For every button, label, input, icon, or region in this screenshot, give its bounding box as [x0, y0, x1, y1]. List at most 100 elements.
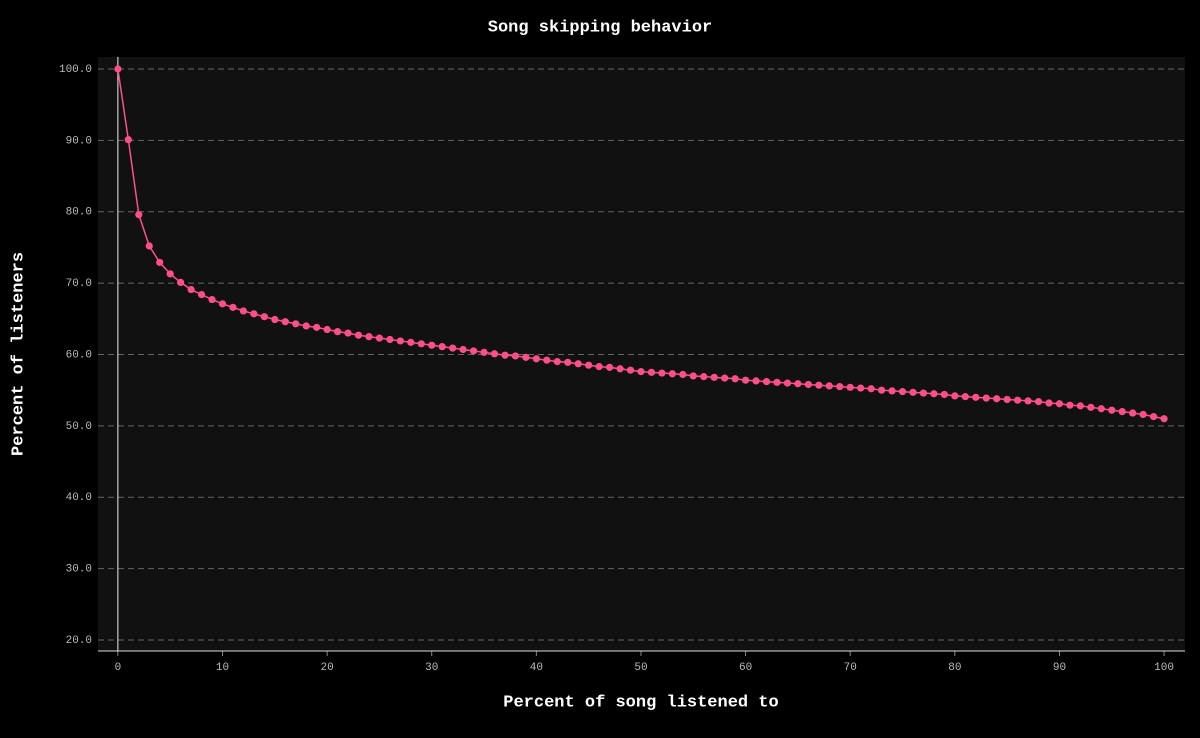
point	[490, 350, 499, 358]
point	[741, 376, 750, 384]
x-tick-label: 0	[115, 662, 122, 674]
point	[857, 384, 865, 392]
point	[1045, 399, 1053, 407]
point	[972, 393, 980, 401]
point	[825, 382, 833, 390]
point	[888, 387, 896, 395]
point	[459, 345, 467, 354]
point	[752, 377, 760, 385]
point	[846, 383, 854, 391]
point	[532, 355, 540, 363]
point	[647, 368, 656, 376]
point	[1055, 400, 1064, 408]
y-tick-label: 50.0	[66, 421, 92, 433]
point	[930, 390, 938, 398]
point	[313, 323, 321, 331]
point	[124, 136, 132, 144]
point	[993, 395, 1001, 403]
point	[187, 285, 195, 294]
point	[1160, 415, 1168, 423]
point	[731, 375, 739, 383]
point	[1014, 396, 1022, 404]
point	[1003, 395, 1011, 404]
point	[1024, 397, 1032, 405]
point	[585, 361, 593, 369]
point	[407, 338, 415, 346]
y-tick-label: 20.0	[66, 635, 92, 647]
y-tick-label: 90.0	[66, 135, 92, 147]
point	[260, 313, 268, 321]
point	[281, 318, 289, 326]
x-tick-label: 80	[948, 662, 961, 674]
point	[762, 378, 771, 386]
point	[951, 392, 959, 400]
point	[501, 351, 509, 359]
y-axis-title: Percent of listeners	[9, 252, 28, 456]
point	[637, 368, 645, 376]
point	[375, 334, 384, 342]
point	[878, 386, 886, 394]
point	[564, 358, 572, 366]
point	[1034, 398, 1043, 406]
point	[961, 393, 969, 401]
point	[689, 372, 697, 380]
point	[982, 394, 990, 402]
point	[114, 65, 122, 73]
point	[135, 211, 143, 219]
point	[218, 300, 227, 308]
x-tick-label: 30	[425, 662, 438, 674]
point	[156, 258, 164, 267]
point	[250, 310, 258, 318]
point	[511, 352, 520, 360]
point	[333, 328, 342, 336]
point	[783, 379, 792, 387]
point	[658, 369, 666, 377]
point	[543, 356, 551, 364]
x-tick-label: 90	[1053, 662, 1066, 674]
point	[804, 380, 812, 389]
y-tick-label: 80.0	[66, 207, 92, 219]
x-tick-label: 60	[739, 662, 752, 674]
x-tick-label: 40	[530, 662, 543, 674]
point	[323, 325, 331, 334]
point	[626, 366, 635, 374]
point	[522, 353, 530, 361]
point	[1066, 401, 1074, 409]
point	[919, 389, 928, 397]
point	[469, 347, 478, 355]
point	[302, 322, 310, 330]
point	[940, 390, 948, 399]
y-tick-label: 30.0	[66, 564, 92, 576]
point	[553, 358, 561, 366]
point	[428, 341, 436, 349]
point	[229, 303, 237, 311]
point	[208, 295, 216, 304]
point	[1150, 412, 1158, 421]
point	[679, 370, 687, 379]
point	[815, 381, 823, 389]
y-tick-label: 60.0	[66, 349, 92, 361]
point	[867, 385, 875, 393]
point	[354, 331, 363, 339]
y-tick-label: 70.0	[66, 278, 92, 290]
point	[836, 383, 844, 391]
x-tick-label: 50	[634, 662, 647, 674]
point	[438, 343, 446, 351]
point	[909, 388, 917, 396]
point	[1087, 403, 1095, 411]
point	[1129, 409, 1137, 417]
point	[1139, 410, 1147, 419]
point	[898, 388, 907, 396]
y-tick-label: 100.0	[59, 64, 92, 76]
point	[1118, 408, 1126, 416]
point	[1097, 405, 1105, 413]
point	[595, 363, 603, 371]
x-tick-label: 20	[321, 662, 334, 674]
point	[616, 365, 624, 373]
point	[396, 337, 404, 345]
point	[773, 378, 781, 386]
point	[449, 344, 457, 352]
point	[365, 333, 373, 341]
point	[605, 363, 614, 371]
